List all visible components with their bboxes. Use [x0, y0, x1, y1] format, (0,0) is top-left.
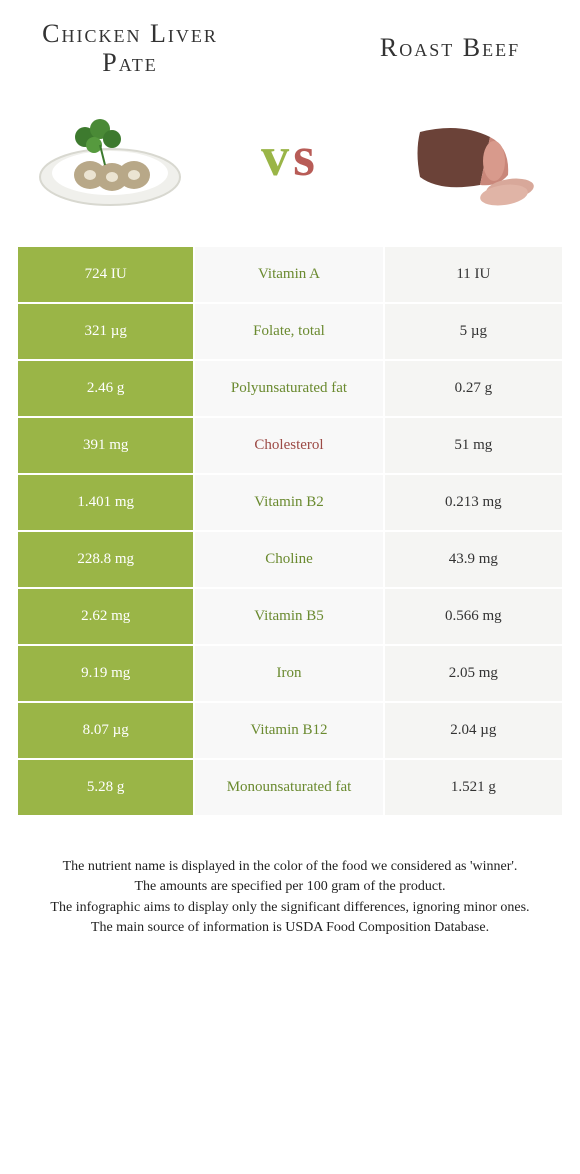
- nutrient-name: Folate, total: [195, 304, 384, 359]
- nutrient-table: 724 IUVitamin A11 IU321 µgFolate, total5…: [18, 247, 562, 817]
- value-right: 2.04 µg: [385, 703, 562, 758]
- table-row: 391 mgCholesterol51 mg: [18, 418, 562, 475]
- nutrient-name: Vitamin B2: [195, 475, 384, 530]
- footer-line: The amounts are specified per 100 gram o…: [30, 877, 550, 897]
- value-left: 391 mg: [18, 418, 195, 473]
- nutrient-name: Vitamin A: [195, 247, 384, 302]
- nutrient-name: Vitamin B12: [195, 703, 384, 758]
- vs-label: vs: [261, 125, 319, 189]
- header: Chicken Liver Pate Roast Beef: [0, 0, 580, 87]
- nutrient-name: Cholesterol: [195, 418, 384, 473]
- nutrient-name: Iron: [195, 646, 384, 701]
- table-row: 228.8 mgCholine43.9 mg: [18, 532, 562, 589]
- table-row: 9.19 mgIron2.05 mg: [18, 646, 562, 703]
- value-right: 1.521 g: [385, 760, 562, 815]
- value-right: 0.27 g: [385, 361, 562, 416]
- table-row: 321 µgFolate, total5 µg: [18, 304, 562, 361]
- pate-slices: [74, 161, 150, 191]
- footer-line: The nutrient name is displayed in the co…: [30, 857, 550, 877]
- value-left: 1.401 mg: [18, 475, 195, 530]
- food-title-left: Chicken Liver Pate: [30, 20, 230, 77]
- images-row: vs: [0, 87, 580, 247]
- table-row: 2.46 gPolyunsaturated fat0.27 g: [18, 361, 562, 418]
- value-left: 2.46 g: [18, 361, 195, 416]
- value-right: 43.9 mg: [385, 532, 562, 587]
- value-left: 228.8 mg: [18, 532, 195, 587]
- value-left: 724 IU: [18, 247, 195, 302]
- value-right: 51 mg: [385, 418, 562, 473]
- footer-line: The main source of information is USDA F…: [30, 918, 550, 938]
- value-right: 2.05 mg: [385, 646, 562, 701]
- value-right: 11 IU: [385, 247, 562, 302]
- value-right: 0.566 mg: [385, 589, 562, 644]
- food-image-right: [380, 97, 550, 217]
- value-left: 2.62 mg: [18, 589, 195, 644]
- table-row: 1.401 mgVitamin B20.213 mg: [18, 475, 562, 532]
- nutrient-name: Polyunsaturated fat: [195, 361, 384, 416]
- footer-line: The infographic aims to display only the…: [30, 898, 550, 918]
- table-row: 724 IUVitamin A11 IU: [18, 247, 562, 304]
- value-right: 0.213 mg: [385, 475, 562, 530]
- food-image-left: [30, 97, 200, 217]
- value-left: 8.07 µg: [18, 703, 195, 758]
- table-row: 2.62 mgVitamin B50.566 mg: [18, 589, 562, 646]
- table-row: 5.28 gMonounsaturated fat1.521 g: [18, 760, 562, 817]
- value-right: 5 µg: [385, 304, 562, 359]
- food-title-right: Roast Beef: [350, 34, 550, 63]
- nutrient-name: Choline: [195, 532, 384, 587]
- value-left: 5.28 g: [18, 760, 195, 815]
- footer-notes: The nutrient name is displayed in the co…: [0, 817, 580, 938]
- nutrient-name: Monounsaturated fat: [195, 760, 384, 815]
- value-left: 321 µg: [18, 304, 195, 359]
- value-left: 9.19 mg: [18, 646, 195, 701]
- table-row: 8.07 µgVitamin B122.04 µg: [18, 703, 562, 760]
- nutrient-name: Vitamin B5: [195, 589, 384, 644]
